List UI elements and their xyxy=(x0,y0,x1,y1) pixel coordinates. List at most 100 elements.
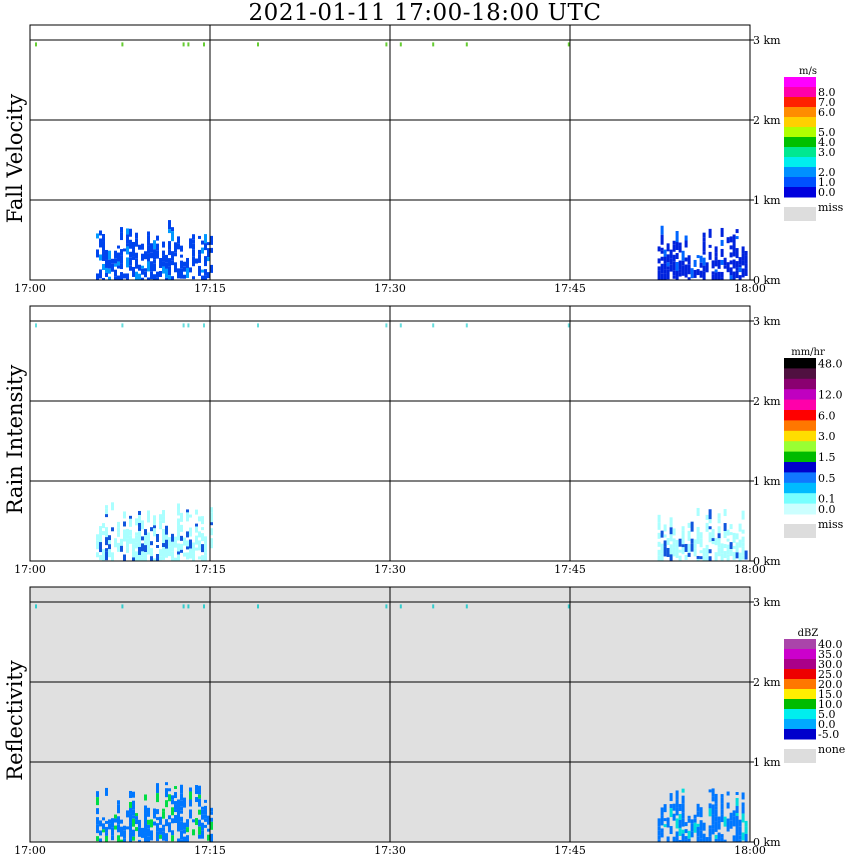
echo-cell xyxy=(669,808,673,818)
echo-cell xyxy=(204,799,207,803)
echo-cell xyxy=(681,812,685,819)
echo-cell xyxy=(705,528,709,532)
echo-cell xyxy=(123,248,126,252)
echo-cell xyxy=(177,809,180,818)
echo-cell xyxy=(159,262,162,268)
echo-cell xyxy=(177,268,180,279)
echo-cell xyxy=(144,529,147,536)
echo-cell xyxy=(204,536,207,544)
echo-cell xyxy=(180,821,183,831)
echo-cell xyxy=(162,543,165,548)
echo-cell xyxy=(159,834,162,839)
echo-cell xyxy=(102,277,105,280)
echo-cell xyxy=(180,830,183,840)
echo-cell xyxy=(120,263,123,270)
speck-mark xyxy=(567,323,570,328)
echo-cell xyxy=(741,792,745,800)
echo-cell xyxy=(102,255,105,261)
echo-cell xyxy=(150,527,153,532)
echo-cell xyxy=(663,253,667,257)
echo-cell xyxy=(171,260,174,266)
echo-cell xyxy=(189,548,192,559)
echo-cell xyxy=(708,509,712,520)
echo-cell xyxy=(708,532,712,543)
colorbar-swatch xyxy=(784,493,816,505)
echo-cell xyxy=(171,807,174,816)
colorbar-swatch xyxy=(784,389,816,401)
echo-cell xyxy=(174,815,177,824)
echo-cell xyxy=(153,249,156,260)
echo-cell xyxy=(117,245,120,249)
echo-cell xyxy=(735,248,739,259)
echo-cell xyxy=(171,541,174,552)
echo-cell xyxy=(192,256,195,267)
echo-cell xyxy=(162,250,165,256)
echo-cell xyxy=(720,814,724,823)
echo-cell xyxy=(741,806,745,814)
echo-cell xyxy=(714,806,718,810)
echo-cell xyxy=(177,817,180,822)
echo-cell xyxy=(738,264,742,268)
echo-cell xyxy=(210,538,213,549)
colorbar-label: 1.5 xyxy=(818,451,836,464)
echo-cell xyxy=(168,229,171,234)
speck-mark xyxy=(465,323,468,328)
x-tick-label: 17:00 xyxy=(14,563,46,576)
colorbar-swatch xyxy=(784,729,816,740)
echo-cell xyxy=(720,837,724,842)
echo-cell xyxy=(150,261,153,272)
echo-cell xyxy=(126,810,129,818)
echo-cell xyxy=(174,252,177,257)
echo-cell xyxy=(210,833,213,842)
echo-cell xyxy=(117,824,120,833)
echo-cell xyxy=(108,540,111,545)
echo-cell xyxy=(120,819,123,824)
echo-cell xyxy=(129,265,132,271)
speck-mark xyxy=(121,42,124,47)
echo-cell xyxy=(720,543,724,554)
echo-cell xyxy=(198,798,201,807)
echo-cell xyxy=(165,262,168,269)
echo-cell xyxy=(669,527,673,535)
echo-cell xyxy=(105,832,108,836)
echo-cell xyxy=(165,277,168,280)
echo-cell xyxy=(660,225,664,235)
echo-cell xyxy=(738,839,742,842)
echo-cell xyxy=(168,249,171,256)
echo-cell xyxy=(147,231,150,236)
echo-cell xyxy=(96,817,99,825)
echo-cell xyxy=(117,816,120,825)
x-tick-label: 17:45 xyxy=(554,282,586,295)
echo-cell xyxy=(678,260,682,270)
echo-cell xyxy=(144,271,147,278)
y-tick-label: 3 km xyxy=(753,315,781,328)
echo-cell xyxy=(678,803,682,808)
echo-cell xyxy=(180,806,183,811)
echo-cell xyxy=(663,824,667,828)
echo-cell xyxy=(732,234,736,240)
echo-cell xyxy=(180,543,183,550)
colorbar-label: 4.0 xyxy=(818,136,836,149)
echo-cell xyxy=(729,260,733,265)
echo-cell xyxy=(150,830,153,841)
echo-cell xyxy=(144,835,147,842)
echo-cell xyxy=(717,820,721,824)
colorbar-swatch xyxy=(784,378,816,390)
echo-cell xyxy=(729,524,733,530)
echo-cell xyxy=(123,538,126,542)
echo-cell xyxy=(723,816,727,827)
colorbar-label: 7.0 xyxy=(818,96,836,109)
echo-cell xyxy=(699,830,703,839)
colorbar-unit: m/s xyxy=(799,66,817,77)
echo-cell xyxy=(699,270,703,278)
speck-mark xyxy=(121,323,124,328)
echo-cell xyxy=(720,271,724,278)
echo-cell xyxy=(744,833,748,842)
speck-mark xyxy=(385,42,388,47)
echo-cell xyxy=(675,239,679,243)
echo-cell xyxy=(108,268,111,274)
echo-cell xyxy=(180,816,183,822)
echo-cell xyxy=(114,263,117,267)
echo-cell xyxy=(738,257,742,265)
echo-cell xyxy=(693,539,697,544)
